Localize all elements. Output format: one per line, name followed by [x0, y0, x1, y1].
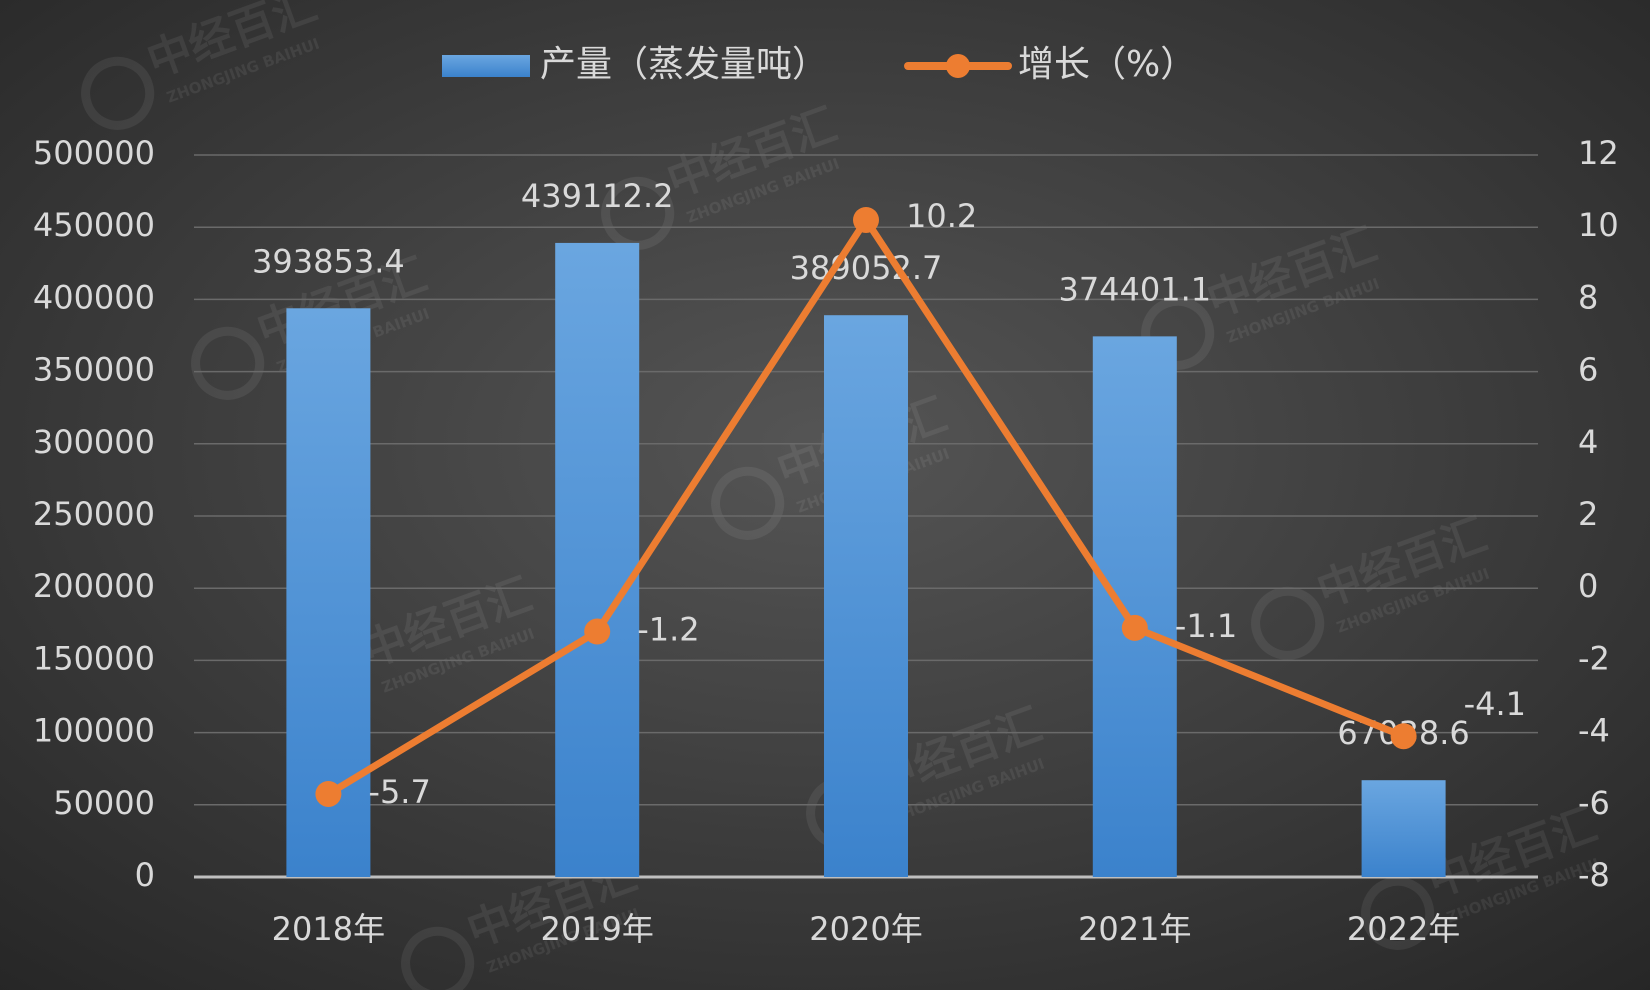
line-value-label: -1.2 — [637, 611, 699, 649]
y-tick-label: 150000 — [33, 639, 155, 677]
y-tick-label: 200000 — [33, 567, 155, 605]
bar-value-label: 393853.4 — [252, 242, 405, 280]
y2-tick-label: 2 — [1578, 495, 1598, 533]
y2-tick-label: 4 — [1578, 423, 1598, 461]
y2-tick-label: -6 — [1578, 784, 1610, 822]
bar-value-label: 374401.1 — [1058, 270, 1211, 308]
x-tick-label: 2018年 — [272, 910, 385, 948]
line-marker — [853, 206, 879, 233]
y2-tick-label: 10 — [1578, 206, 1619, 244]
y2-tick-label: -8 — [1578, 856, 1610, 894]
y2-tick-label: -2 — [1578, 639, 1610, 677]
bar — [1361, 780, 1446, 877]
line-marker — [1121, 614, 1148, 641]
bar — [824, 315, 908, 878]
line-value-label: -1.1 — [1175, 607, 1237, 645]
y2-tick-label: 0 — [1578, 567, 1598, 605]
y2-tick-label: 6 — [1578, 351, 1598, 389]
bar — [555, 242, 640, 877]
legend-label: 产量（蒸发量吨） — [540, 44, 828, 85]
watermark-logo — [81, 56, 155, 130]
line-value-label: 10.2 — [906, 197, 977, 235]
line-marker — [584, 618, 611, 645]
line-marker — [315, 780, 342, 807]
line-value-label: -5.7 — [368, 773, 430, 811]
y-tick-label: 250000 — [33, 495, 155, 533]
y-tick-label: 100000 — [33, 712, 155, 750]
y-tick-label: 0 — [135, 856, 155, 894]
y-tick-label: 300000 — [33, 423, 155, 461]
watermark-logo — [401, 926, 475, 990]
y-tick-label: 500000 — [33, 134, 155, 172]
x-tick-label: 2022年 — [1347, 910, 1460, 948]
watermark-logo — [191, 326, 265, 400]
y-tick-label: 450000 — [33, 206, 155, 244]
bar-value-label: 389052.7 — [790, 249, 943, 287]
legend-label: 增长（%） — [1018, 44, 1196, 85]
watermark-logo — [1361, 876, 1435, 950]
line-value-label: -4.1 — [1464, 685, 1526, 723]
legend: 产量（蒸发量吨） 增长（%） — [442, 44, 1196, 85]
line-marker — [1390, 723, 1417, 750]
watermark-logo — [601, 176, 675, 250]
bar-value-label: 439112.2 — [521, 177, 674, 215]
y2-tick-label: -4 — [1578, 712, 1610, 750]
y-tick-label: 400000 — [33, 278, 155, 316]
bar — [1092, 336, 1177, 877]
legend-marker — [946, 54, 971, 78]
y-tick-label: 50000 — [53, 784, 155, 822]
watermark-logo — [1251, 586, 1325, 660]
x-tick-label: 2020年 — [809, 910, 922, 948]
y2-tick-label: 12 — [1578, 134, 1619, 172]
x-tick-label: 2019年 — [540, 910, 653, 948]
y2-tick-label: 8 — [1578, 278, 1598, 316]
x-tick-label: 2021年 — [1078, 910, 1191, 948]
y-tick-label: 350000 — [33, 351, 155, 389]
watermark-logo — [711, 466, 785, 540]
legend-swatch — [442, 55, 530, 77]
